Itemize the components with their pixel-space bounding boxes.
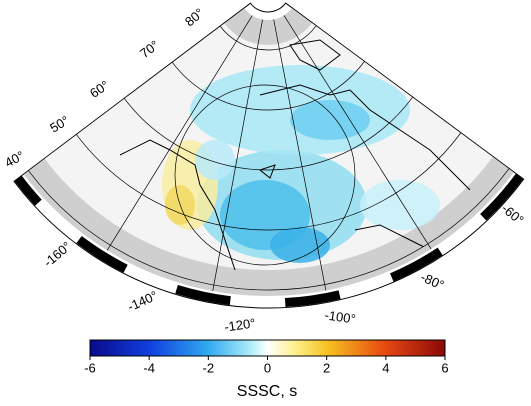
colorbar-tick-label: 6	[441, 360, 448, 375]
colorbar-axis: -6 -4 -2 0 2 4 6	[84, 356, 449, 375]
latitude-label: 70°	[137, 37, 162, 61]
longitude-label: -100°	[324, 307, 357, 326]
frame-ticks	[14, 173, 524, 308]
parallel	[123, 96, 413, 171]
parallel	[76, 132, 462, 231]
sssc-anomaly	[270, 227, 330, 263]
latitude-label: 80°	[182, 5, 207, 29]
meridian	[273, 19, 327, 291]
parallel	[171, 61, 365, 111]
meridian	[291, 7, 515, 173]
sssc-anomaly	[360, 180, 440, 230]
meridian	[23, 7, 245, 175]
range-circle	[174, 84, 356, 266]
meridian	[283, 15, 432, 250]
colorbar-label: SSSC, s	[237, 383, 297, 400]
colorbar-tick-label: 2	[323, 360, 330, 375]
longitude-label: -120°	[223, 315, 256, 334]
parallel	[28, 168, 510, 291]
longitude-label: -140°	[125, 288, 160, 314]
sssc-anomaly	[195, 140, 235, 180]
colorbar-tick-label: -4	[143, 360, 155, 375]
colorbar-tick-label: 0	[264, 360, 271, 375]
latitude-label: 60°	[87, 77, 112, 100]
colorbar	[89, 339, 446, 357]
longitude-label: -160°	[41, 238, 75, 270]
coastline	[119, 39, 471, 271]
sssc-anomaly	[290, 100, 370, 140]
colorbar-tick-label: 4	[382, 360, 389, 375]
longitude-label: -80°	[418, 269, 446, 292]
meridian	[106, 15, 253, 251]
parallel	[219, 25, 317, 51]
colorbar-tick-label: -2	[203, 360, 215, 375]
colorbar-tick-label: -6	[84, 360, 96, 375]
meridian	[212, 19, 263, 292]
map	[13, 2, 525, 309]
latitude-label: 40°	[2, 148, 26, 170]
latitude-label: 50°	[47, 113, 72, 136]
